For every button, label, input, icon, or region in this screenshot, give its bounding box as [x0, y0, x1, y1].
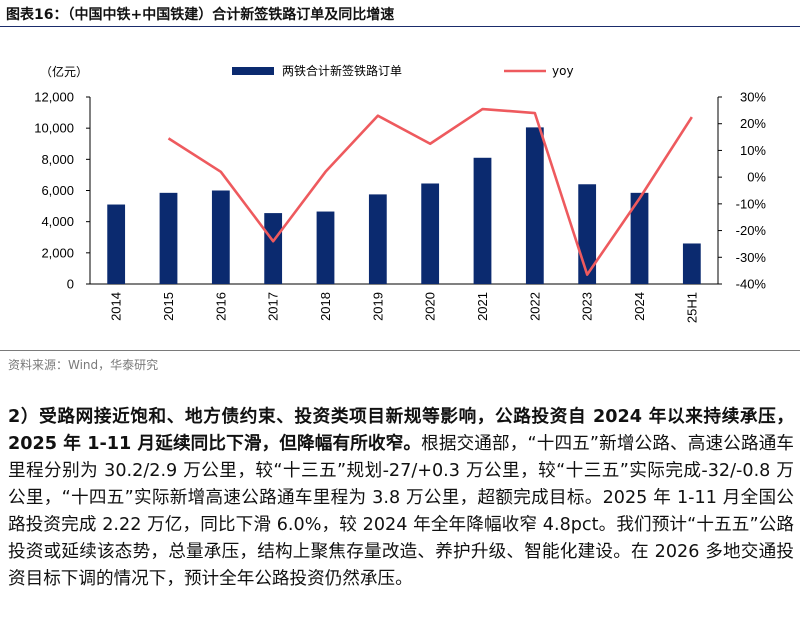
body-paragraph: 2）受路网接近饱和、地方债约束、投资类项目新规等影响，公路投资自 2024 年以…	[8, 404, 794, 593]
y-right-tick-label: 20%	[740, 116, 766, 131]
figure-title: 图表16：（中国中铁+中国铁建）合计新签铁路订单及同比增速	[6, 7, 395, 23]
y-left-tick-label: 4,000	[41, 214, 74, 229]
x-tick-label: 2024	[632, 292, 647, 321]
bar	[682, 243, 701, 284]
y-left-tick-label: 8,000	[41, 152, 74, 167]
x-tick-label: 2020	[423, 292, 438, 321]
x-tick-label: 2014	[109, 292, 124, 321]
y-right-tick-label: -40%	[736, 277, 767, 292]
source-divider	[0, 350, 800, 351]
y-left-tick-label: 6,000	[41, 183, 74, 198]
bar	[264, 213, 283, 284]
x-tick-label: 2016	[213, 292, 228, 321]
bar	[211, 190, 230, 284]
y-right-tick-label: -10%	[736, 196, 767, 211]
bar	[473, 157, 492, 284]
legend-label-orders: 两铁合计新签铁路订单	[282, 63, 402, 78]
axes	[86, 96, 722, 285]
y-left-unit-label: （亿元）	[40, 64, 88, 79]
x-tick-label: 2015	[161, 292, 176, 321]
chart: （亿元） 两铁合计新签铁路订单 yoy 0 2,000 4,000 6,000 8,000…	[34, 63, 766, 324]
bar	[159, 192, 178, 284]
y-left-tick-label: 2,000	[41, 245, 74, 260]
x-tick-label: 2021	[475, 292, 490, 321]
x-tick-label: 2017	[266, 292, 281, 321]
source-note: 资料来源：Wind，华泰研究	[8, 358, 159, 372]
tick-labels: 0 2,000 4,000 6,000 8,000 10,000 12,000 -40% -30…	[34, 90, 766, 324]
x-tick-label: 2022	[527, 292, 542, 321]
x-tick-label: 2023	[580, 292, 595, 321]
legend-label-yoy: yoy	[552, 64, 574, 78]
x-tick-label: 2018	[318, 292, 333, 321]
bar-series	[107, 127, 701, 284]
body-lead: 2）受路网接近饱和、地方债约束、投资类项目新规等影响，公路投资自 2024 年以…	[8, 407, 794, 454]
y-left-tick-label: 0	[67, 277, 74, 292]
bar	[578, 184, 597, 284]
y-right-tick-label: 0%	[747, 170, 766, 185]
bar	[525, 127, 544, 284]
bar	[368, 194, 387, 284]
y-left-tick-label: 10,000	[34, 121, 74, 136]
body-text: 根据交通部，“十四五”新增公路、高速公路通车里程分别为 30.2/2.9 万公里…	[8, 434, 795, 589]
bar	[630, 192, 649, 284]
title-divider	[0, 26, 800, 27]
yoy-line	[167, 107, 693, 276]
y-right-tick-label: -20%	[736, 223, 767, 238]
x-tick-label: 25H1	[684, 292, 699, 323]
y-right-tick-label: 10%	[740, 143, 766, 158]
yoy-line-series	[167, 107, 693, 276]
y-right-tick-label: -30%	[736, 250, 767, 265]
bar	[421, 183, 440, 284]
x-tick-label: 2019	[370, 292, 385, 321]
y-left-tick-label: 12,000	[34, 90, 74, 105]
legend-swatch-orders	[232, 67, 274, 75]
y-right-tick-label: 30%	[740, 90, 766, 105]
legend: 两铁合计新签铁路订单 yoy	[232, 63, 574, 78]
bar	[316, 211, 335, 284]
bar	[107, 204, 126, 284]
